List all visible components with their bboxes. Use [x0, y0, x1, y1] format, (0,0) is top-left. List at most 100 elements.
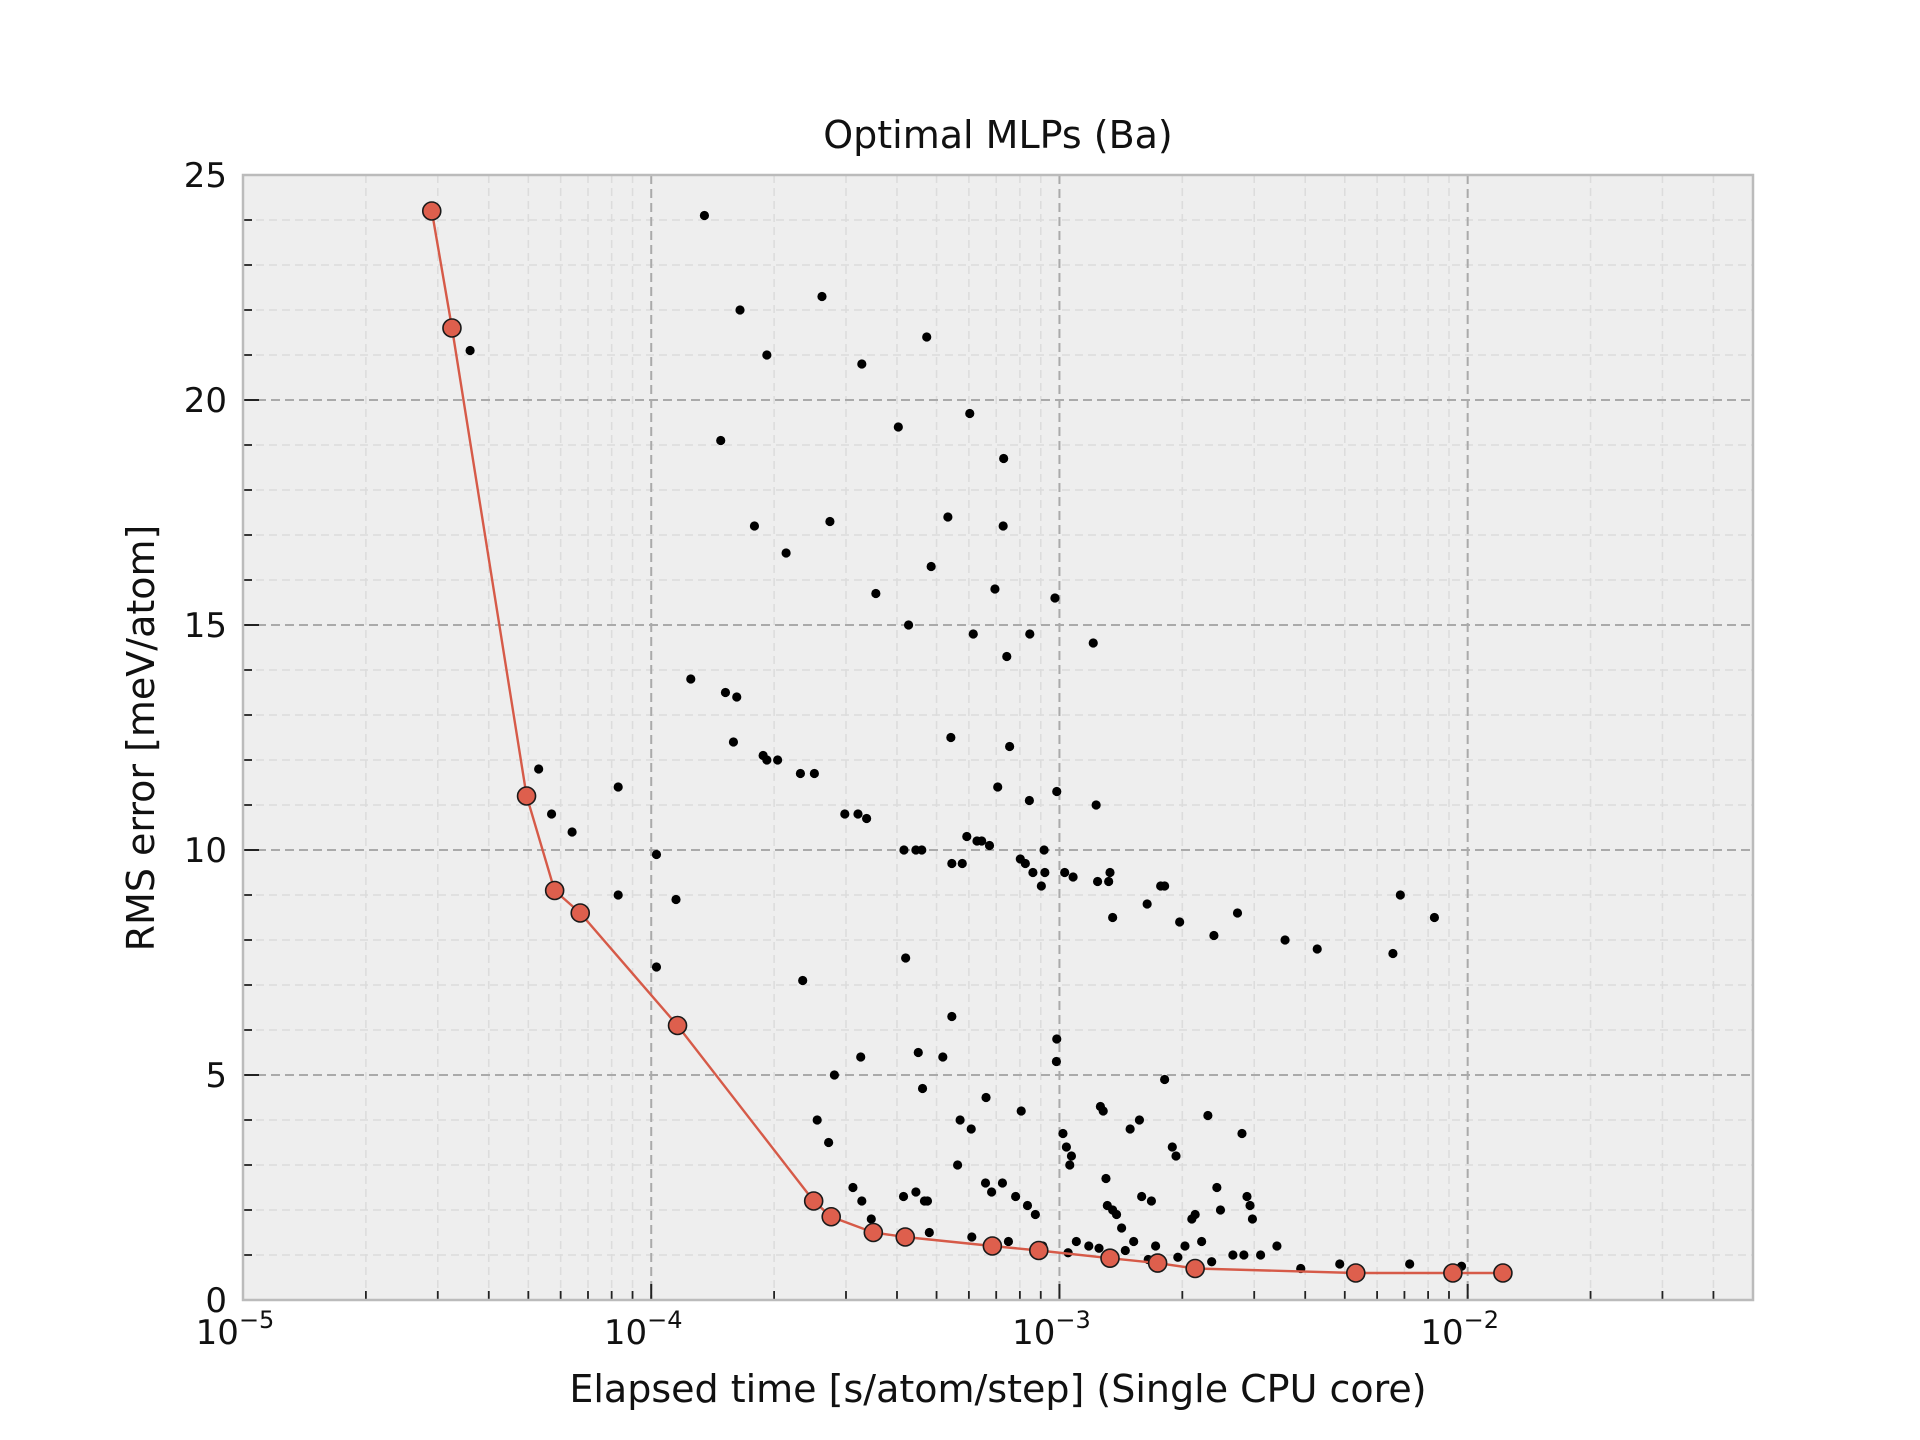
data-point [1030, 1209, 1040, 1220]
data-point [1098, 1106, 1108, 1116]
data-point [981, 1092, 991, 1103]
data-point [990, 584, 1000, 594]
data-point [1036, 881, 1046, 891]
data-point [998, 521, 1008, 531]
pareto-point [1147, 1253, 1168, 1273]
data-point [1129, 1236, 1139, 1247]
data-point [1197, 1236, 1207, 1247]
data-point [1005, 741, 1015, 752]
pareto-point [1185, 1258, 1205, 1279]
data-point [946, 732, 956, 743]
pareto-point [516, 786, 537, 806]
plot-background [243, 175, 1753, 1300]
data-point [798, 975, 808, 986]
data-point [947, 1011, 957, 1022]
data-point [1028, 867, 1038, 878]
data-point [1237, 1128, 1247, 1139]
data-point [984, 840, 995, 851]
data-point [1228, 1250, 1238, 1260]
data-point [986, 1187, 997, 1197]
data-point [1016, 1106, 1026, 1116]
y-axis-label: RMS error [meV/atom] [119, 525, 163, 952]
data-point [781, 548, 791, 558]
pareto-point [421, 201, 442, 221]
data-point [967, 1232, 977, 1242]
data-point [1160, 881, 1170, 891]
data-point [955, 1115, 965, 1125]
data-point [848, 1182, 858, 1193]
data-point [901, 953, 911, 963]
data-point [1024, 795, 1034, 806]
data-point [1065, 1160, 1075, 1170]
data-point [862, 813, 872, 824]
data-point [962, 831, 972, 842]
y-tick-labels: 0 5 10 15 20 25 [184, 156, 227, 1321]
data-point [917, 1083, 928, 1094]
pareto-point [1443, 1263, 1463, 1283]
data-point [965, 408, 975, 419]
pareto-front [421, 201, 1513, 1283]
data-point [1242, 1191, 1252, 1202]
data-point [817, 291, 827, 302]
data-point [613, 782, 623, 792]
data-point [824, 1137, 834, 1148]
data-point [1002, 651, 1012, 662]
data-point [857, 359, 867, 369]
x-tick-label: 10−2 [1420, 1306, 1499, 1353]
data-point [968, 629, 978, 639]
data-point [1088, 638, 1098, 648]
data-point [1212, 1182, 1222, 1193]
data-point [1125, 1124, 1135, 1134]
x-tick-label: 10−3 [1012, 1306, 1091, 1353]
data-point [762, 350, 772, 360]
data-point [1108, 912, 1118, 923]
data-point [1003, 1236, 1014, 1247]
pareto-point [1028, 1240, 1049, 1261]
data-point [671, 894, 681, 905]
data-point [1232, 908, 1243, 918]
y-tick-label: 5 [205, 1056, 227, 1096]
pareto-point [803, 1191, 824, 1211]
data-point [1150, 1241, 1161, 1251]
data-point [716, 435, 726, 446]
data-point [1160, 1074, 1170, 1085]
data-point [534, 764, 544, 774]
data-point [1215, 1205, 1226, 1215]
data-point [938, 1052, 948, 1062]
pareto-point [1345, 1263, 1366, 1283]
pareto-point [895, 1227, 916, 1247]
y-tick-label: 20 [184, 381, 227, 421]
data-point [1146, 1196, 1157, 1206]
data-point [952, 1160, 963, 1170]
pareto-point [1493, 1263, 1513, 1283]
data-point [1022, 1200, 1033, 1211]
pareto-point [982, 1236, 1003, 1256]
data-point [465, 345, 475, 356]
data-point [1061, 1142, 1071, 1152]
x-tick-labels: 10−5 10−4 10−3 10−2 [196, 1306, 1499, 1353]
data-point [999, 453, 1009, 464]
data-point [773, 755, 783, 765]
pareto-point [667, 1015, 688, 1036]
data-point [1052, 786, 1062, 797]
data-point [980, 1178, 991, 1188]
data-point [1101, 1173, 1111, 1184]
data-point [1066, 1151, 1077, 1161]
data-point [1395, 890, 1405, 900]
data-point [943, 512, 953, 522]
data-point [1335, 1259, 1345, 1269]
data-point [857, 1196, 867, 1206]
data-point [1092, 876, 1103, 887]
data-point [1084, 1241, 1094, 1251]
data-point [762, 755, 772, 765]
data-point [1060, 867, 1070, 878]
data-point [926, 561, 936, 572]
pareto-point [863, 1222, 884, 1243]
data-point [651, 962, 662, 972]
data-point [1405, 1259, 1415, 1269]
data-point [720, 687, 731, 698]
data-point [997, 1178, 1008, 1188]
data-point [1312, 944, 1322, 954]
minor-grid [243, 175, 1754, 1300]
